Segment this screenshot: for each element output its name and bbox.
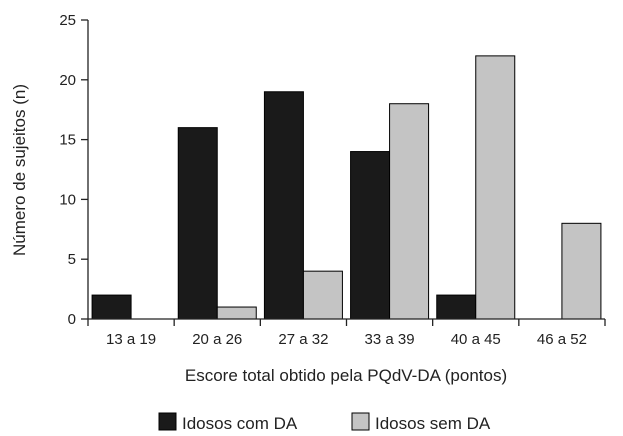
- y-tick-label-2: 10: [59, 191, 76, 208]
- legend-label-idosos-sem-da: Idosos sem DA: [375, 414, 491, 433]
- x-tick-label-20-a-26: 20 a 26: [192, 331, 242, 348]
- x-tick-label-33-a-39: 33 a 39: [365, 331, 415, 348]
- y-tick-label-5: 25: [59, 12, 76, 29]
- legend: Idosos com DA Idosos sem DA: [158, 412, 491, 433]
- bar-idosos-com-da-20-a-26: [177, 127, 218, 320]
- x-tick-label-40-a-45: 40 a 45: [451, 331, 501, 348]
- y-tick-label-4: 20: [59, 72, 76, 89]
- legend-swatch-idosos-com-da: [158, 412, 177, 431]
- bars-group: [91, 55, 602, 320]
- bar-idosos-com-da-33-a-39: [350, 151, 391, 320]
- bar-idosos-sem-da-40-a-45: [475, 55, 516, 320]
- axes-group: [87, 20, 605, 320]
- bar-idosos-sem-da-33-a-39: [389, 103, 430, 320]
- y-axis-title: Número de sujeitos (n): [10, 84, 29, 256]
- y-ticks-group: 0 5 10 15 20 25: [59, 12, 88, 328]
- y-tick-label-0: 0: [68, 311, 76, 328]
- x-tick-label-46-a-52: 46 a 52: [537, 331, 587, 348]
- x-ticks-group: 13 a 19 20 a 26 27 a 32 33 a 39 40 a 45 46 a …: [87, 319, 606, 348]
- y-tick-label-3: 15: [59, 132, 76, 149]
- bar-idosos-sem-da-46-a-52: [561, 222, 602, 320]
- x-axis-title: Escore total obtido pela PQdV-DA (pontos…: [185, 366, 507, 385]
- bar-idosos-com-da-13-a-19: [91, 294, 132, 320]
- y-tick-label-1: 5: [68, 251, 76, 268]
- x-tick-label-13-a-19: 13 a 19: [106, 331, 156, 348]
- bar-idosos-com-da-40-a-45: [436, 294, 477, 320]
- bar-idosos-sem-da-27-a-32: [302, 270, 343, 320]
- bar-idosos-com-da-27-a-32: [263, 91, 304, 320]
- legend-label-idosos-com-da: Idosos com DA: [182, 414, 298, 433]
- bar-idosos-sem-da-20-a-26: [216, 306, 257, 320]
- legend-swatch-idosos-sem-da: [351, 412, 370, 431]
- x-tick-label-27-a-32: 27 a 32: [278, 331, 328, 348]
